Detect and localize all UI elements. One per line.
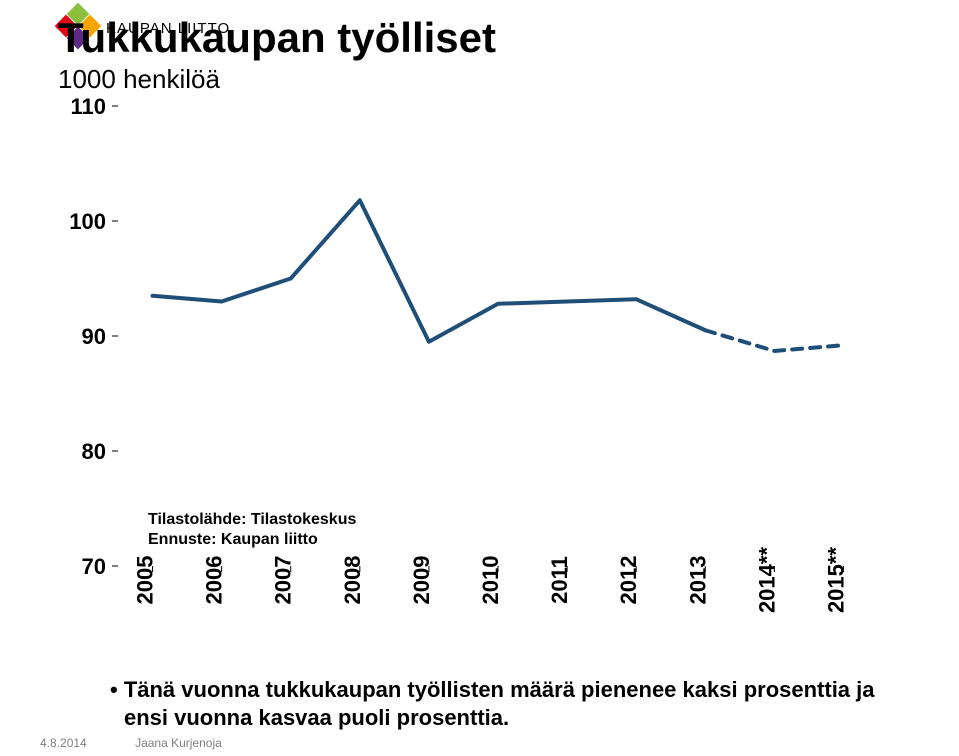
svg-text:2015**: 2015**: [823, 547, 848, 614]
svg-text:70: 70: [82, 554, 106, 579]
svg-text:110: 110: [71, 96, 107, 119]
page-title: Tukkukaupan työlliset: [58, 14, 496, 62]
svg-text:2011: 2011: [547, 556, 572, 604]
svg-text:2006: 2006: [202, 556, 227, 605]
svg-text:90: 90: [82, 324, 106, 349]
svg-text:2008: 2008: [340, 556, 365, 605]
chart-svg: 70 80 90 100 110 2005 2006 2007 2008 2009 2010 2011…: [58, 96, 898, 656]
svg-text:2014**: 2014**: [754, 547, 779, 614]
svg-text:2010: 2010: [478, 556, 503, 605]
svg-text:100: 100: [69, 209, 106, 234]
svg-text:80: 80: [82, 439, 106, 464]
svg-text:2009: 2009: [409, 556, 434, 605]
svg-text:2012: 2012: [616, 556, 641, 605]
svg-text:2005: 2005: [133, 556, 158, 605]
footer-date: 4.8.2014: [40, 736, 87, 750]
svg-text:Ennuste: Kaupan liitto: Ennuste: Kaupan liitto: [148, 531, 318, 548]
svg-text:2007: 2007: [271, 556, 296, 605]
svg-text:2013: 2013: [685, 556, 710, 605]
svg-text:Tilastolähde: Tilastokeskus: Tilastolähde: Tilastokeskus: [148, 511, 356, 528]
line-chart: 70 80 90 100 110 2005 2006 2007 2008 2009 2010 2011…: [58, 96, 898, 656]
bullet-note: • Tänä vuonna tukkukaupan työllisten mää…: [110, 676, 924, 731]
footer: 4.8.2014 Jaana Kurjenoja: [40, 736, 222, 750]
page-subtitle: 1000 henkilöä: [58, 64, 220, 95]
footer-author: Jaana Kurjenoja: [135, 736, 222, 750]
